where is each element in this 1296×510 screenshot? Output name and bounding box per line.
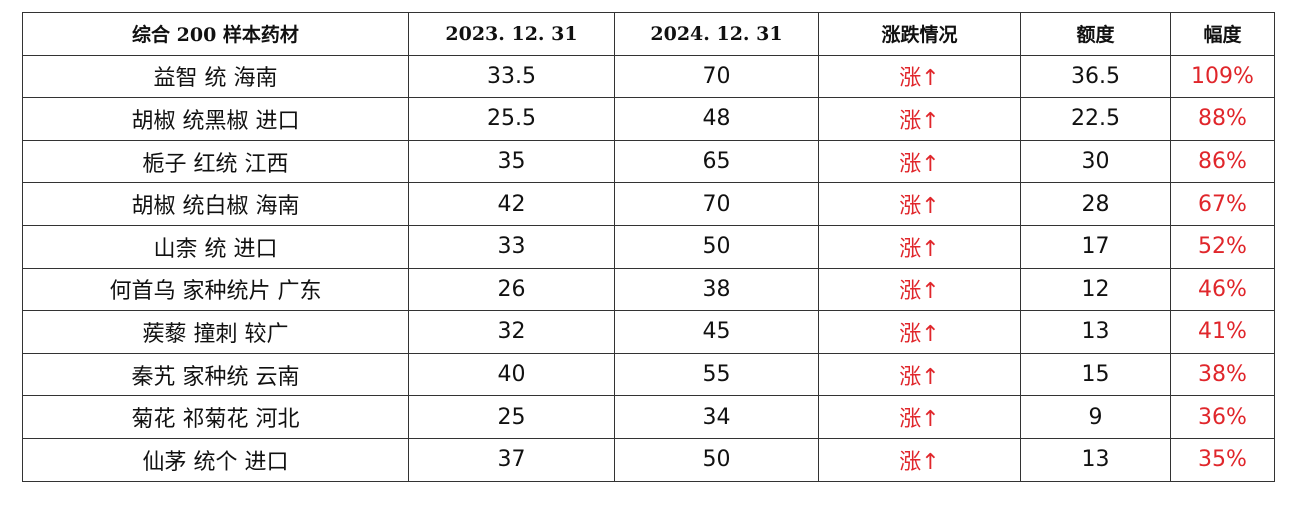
table-cell: 36%: [1170, 395, 1275, 439]
table-cell: 35%: [1170, 437, 1275, 482]
table-cell: 86%: [1170, 139, 1275, 184]
table-cell: 65: [614, 139, 819, 184]
table-row: 山柰 统 进口 33 50 涨↑ 17 52%: [22, 224, 1275, 269]
table-cell: 15: [1020, 352, 1171, 397]
table-cell: 52%: [1170, 224, 1275, 269]
table-cell: 35: [408, 139, 615, 184]
table-cell: 胡椒 统白椒 海南: [22, 182, 409, 226]
header-cell: 2023. 12. 31: [408, 12, 615, 56]
table-cell: 仙茅 统个 进口: [22, 437, 409, 482]
header-cell: 幅度: [1170, 12, 1275, 56]
table-row: 菊花 祁菊花 河北 25 34 涨↑ 9 36%: [22, 395, 1275, 439]
table-cell: 25.5: [408, 97, 615, 141]
price-table: 综合 200 样本药材 2023. 12. 31 2024. 12. 31 涨跌情况额…: [22, 12, 1275, 482]
table-cell: 涨↑: [818, 139, 1021, 184]
table-cell: 33.5: [408, 54, 615, 99]
table-cell: 46%: [1170, 267, 1275, 312]
table-cell: 涨↑: [818, 395, 1021, 439]
table-cell: 40: [408, 352, 615, 397]
table-cell: 13: [1020, 310, 1171, 354]
table-body: 益智 统 海南 33.5 70 涨↑ 36.5 109% 胡椒 统黑椒 进口 25.5 48 涨↑…: [22, 54, 1275, 482]
header-cell: 涨跌情况: [818, 12, 1021, 56]
table-cell: 32: [408, 310, 615, 354]
table-cell: 70: [614, 54, 819, 99]
table-cell: 42: [408, 182, 615, 226]
table-cell: 45: [614, 310, 819, 354]
table-cell: 涨↑: [818, 352, 1021, 397]
table-row: 栀子 红统 江西 35 65 涨↑ 30 86%: [22, 139, 1275, 184]
table-cell: 67%: [1170, 182, 1275, 226]
table-cell: 17: [1020, 224, 1171, 269]
table-cell: 涨↑: [818, 267, 1021, 312]
table-row: 蒺藜 撞刺 较广 32 45 涨↑ 13 41%: [22, 310, 1275, 354]
table-cell: 涨↑: [818, 224, 1021, 269]
header-cell: 额度: [1020, 12, 1171, 56]
table-cell: 涨↑: [818, 54, 1021, 99]
table-row: 益智 统 海南 33.5 70 涨↑ 36.5 109%: [22, 54, 1275, 99]
table-cell: 30: [1020, 139, 1171, 184]
table-cell: 涨↑: [818, 182, 1021, 226]
table-cell: 109%: [1170, 54, 1275, 99]
table-cell: 22.5: [1020, 97, 1171, 141]
table-cell: 28: [1020, 182, 1171, 226]
table-cell: 34: [614, 395, 819, 439]
table-cell: 25: [408, 395, 615, 439]
table-cell: 26: [408, 267, 615, 312]
header-cell: 2024. 12. 31: [614, 12, 819, 56]
table-row: 胡椒 统黑椒 进口 25.5 48 涨↑ 22.5 88%: [22, 97, 1275, 141]
table-cell: 秦艽 家种统 云南: [22, 352, 409, 397]
table-cell: 9: [1020, 395, 1171, 439]
table-row: 何首乌 家种统片 广东 26 38 涨↑ 12 46%: [22, 267, 1275, 312]
table-cell: 益智 统 海南: [22, 54, 409, 99]
table-row: 仙茅 统个 进口 37 50 涨↑ 13 35%: [22, 437, 1275, 482]
table-cell: 山柰 统 进口: [22, 224, 409, 269]
table-cell: 41%: [1170, 310, 1275, 354]
header-cell: 综合 200 样本药材: [22, 12, 409, 56]
table-cell: 栀子 红统 江西: [22, 139, 409, 184]
table-cell: 何首乌 家种统片 广东: [22, 267, 409, 312]
table-cell: 70: [614, 182, 819, 226]
header-row: 综合 200 样本药材 2023. 12. 31 2024. 12. 31 涨跌情况额…: [22, 12, 1275, 56]
table-cell: 36.5: [1020, 54, 1171, 99]
table-cell: 涨↑: [818, 437, 1021, 482]
table-cell: 48: [614, 97, 819, 141]
table-cell: 88%: [1170, 97, 1275, 141]
table-cell: 38%: [1170, 352, 1275, 397]
table-row: 胡椒 统白椒 海南 42 70 涨↑ 28 67%: [22, 182, 1275, 226]
table-cell: 37: [408, 437, 615, 482]
table-cell: 涨↑: [818, 310, 1021, 354]
table-cell: 菊花 祁菊花 河北: [22, 395, 409, 439]
table-cell: 38: [614, 267, 819, 312]
table-row: 秦艽 家种统 云南 40 55 涨↑ 15 38%: [22, 352, 1275, 397]
table-cell: 55: [614, 352, 819, 397]
table-cell: 12: [1020, 267, 1171, 312]
table-cell: 涨↑: [818, 97, 1021, 141]
table-cell: 50: [614, 224, 819, 269]
table-cell: 50: [614, 437, 819, 482]
table-cell: 胡椒 统黑椒 进口: [22, 97, 409, 141]
table-cell: 33: [408, 224, 615, 269]
table-cell: 蒺藜 撞刺 较广: [22, 310, 409, 354]
table-cell: 13: [1020, 437, 1171, 482]
